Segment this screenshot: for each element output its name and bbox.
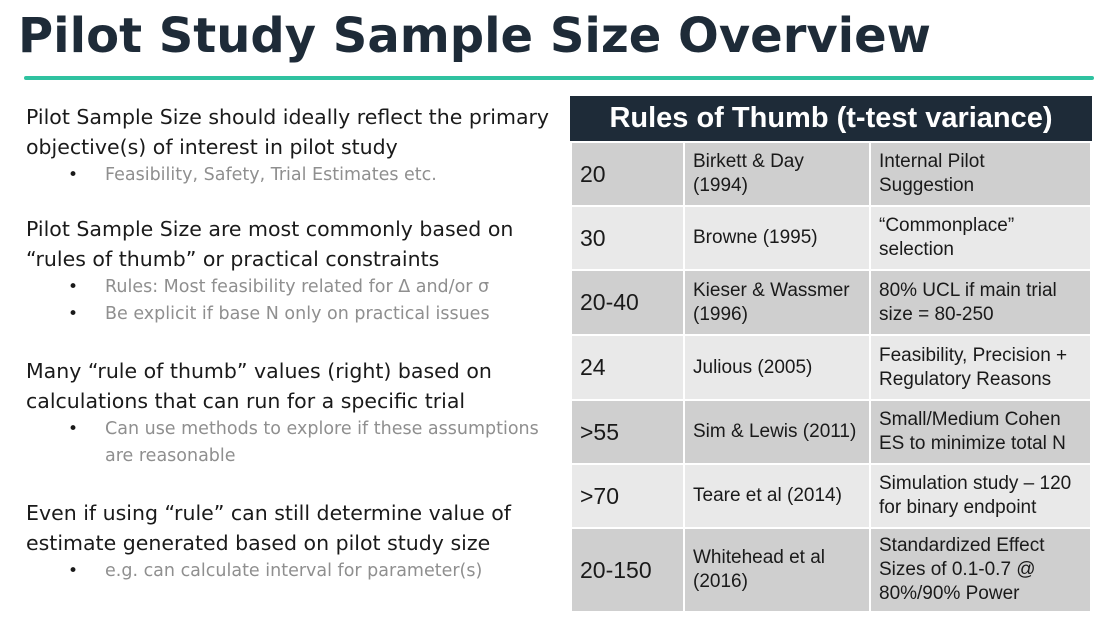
reason-cell: “Commonplace” selection [869, 205, 1092, 271]
source-cell: Kieser & Wassmer (1996) [683, 269, 871, 336]
sample-size-cell: 20-40 [570, 269, 685, 336]
bullet-item: Rules: Most feasibility related for Δ an… [68, 274, 561, 301]
bullet-item: Feasibility, Safety, Trial Estimates etc… [68, 162, 561, 189]
section-heading: Many “rule of thumb” values (right) base… [26, 359, 492, 413]
bullet-list: Rules: Most feasibility related for Δ an… [26, 274, 561, 328]
slide-title: Pilot Study Sample Size Overview [18, 8, 932, 64]
section-heading: Pilot Sample Size are most commonly base… [26, 217, 514, 271]
sample-size-cell: >70 [570, 463, 685, 529]
reason-cell: Simulation study – 120 for binary endpoi… [869, 463, 1092, 529]
sample-size-cell: >55 [570, 399, 685, 465]
sample-size-cell: 30 [570, 205, 685, 271]
source-cell: Browne (1995) [683, 205, 871, 271]
source-cell: Birkett & Day (1994) [683, 141, 871, 207]
source-cell: Julious (2005) [683, 334, 871, 401]
table-row: 30 Browne (1995) “Commonplace” selection [570, 205, 1092, 271]
table-row: 20-40 Kieser & Wassmer (1996) 80% UCL if… [570, 269, 1092, 336]
bullet-item: Be explicit if base N only on practical … [68, 301, 561, 328]
bullet-list: Feasibility, Safety, Trial Estimates etc… [26, 162, 561, 189]
bullet-item: e.g. can calculate interval for paramete… [68, 558, 561, 585]
bullet-list: Can use methods to explore if these assu… [26, 416, 561, 470]
reason-cell: Small/Medium Cohen ES to minimize total … [869, 399, 1092, 465]
table-row: 20-150 Whitehead et al (2016) Standardiz… [570, 527, 1092, 613]
rules-table-body: 20 Birkett & Day (1994) Internal Pilot S… [570, 141, 1092, 613]
bullet-list: e.g. can calculate interval for paramete… [26, 558, 561, 585]
source-cell: Whitehead et al (2016) [683, 527, 871, 613]
section-estimate-value: Even if using “rule” can still determine… [26, 498, 561, 585]
table-row: 24 Julious (2005) Feasibility, Precision… [570, 334, 1092, 401]
bullet-content: Pilot Sample Size should ideally reflect… [26, 102, 561, 610]
reason-cell: Standardized Effect Sizes of 0.1-0.7 @ 8… [869, 527, 1092, 613]
rules-table: Rules of Thumb (t-test variance) 20 Birk… [570, 96, 1092, 613]
sample-size-cell: 24 [570, 334, 685, 401]
source-cell: Teare et al (2014) [683, 463, 871, 529]
sample-size-cell: 20 [570, 141, 685, 207]
table-row: 20 Birkett & Day (1994) Internal Pilot S… [570, 141, 1092, 207]
reason-cell: Internal Pilot Suggestion [869, 141, 1092, 207]
reason-cell: Feasibility, Precision + Regulatory Reas… [869, 334, 1092, 401]
section-heading: Pilot Sample Size should ideally reflect… [26, 105, 550, 159]
bullet-item: Can use methods to explore if these assu… [68, 416, 561, 470]
table-header: Rules of Thumb (t-test variance) [570, 96, 1092, 141]
table-row: >70 Teare et al (2014) Simulation study … [570, 463, 1092, 529]
section-calculations: Many “rule of thumb” values (right) base… [26, 356, 561, 470]
section-rules-of-thumb: Pilot Sample Size are most commonly base… [26, 214, 561, 328]
sample-size-cell: 20-150 [570, 527, 685, 613]
reason-cell: 80% UCL if main trial size = 80-250 [869, 269, 1092, 336]
section-heading: Even if using “rule” can still determine… [26, 501, 511, 555]
table-row: >55 Sim & Lewis (2011) Small/Medium Cohe… [570, 399, 1092, 465]
section-objectives: Pilot Sample Size should ideally reflect… [26, 102, 561, 189]
source-cell: Sim & Lewis (2011) [683, 399, 871, 465]
title-underline [24, 76, 1094, 80]
